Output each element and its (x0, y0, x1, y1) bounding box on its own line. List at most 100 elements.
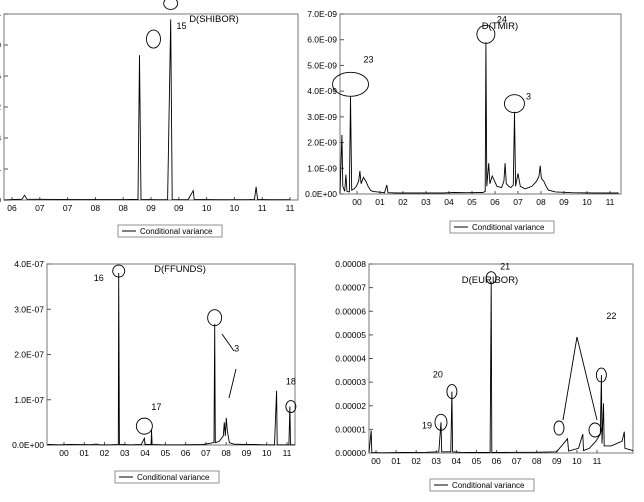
y-tick-label: 0.00008 (335, 259, 366, 269)
x-tick-label: 07 (35, 203, 45, 213)
x-tick-label: 03 (421, 197, 431, 207)
annotation-connector (221, 333, 235, 352)
x-tick-label: 00 (371, 456, 381, 466)
chart-title: D(TMIR) (482, 21, 518, 32)
y-tick-label: 0.00002 (335, 401, 366, 411)
chart-panel-4: 0.00000 0.00001 0.00002 0.00003 0.00004 0.000… (335, 259, 634, 492)
y-tick-label: 0.00003 (335, 377, 366, 387)
x-tick-label: 11 (593, 456, 602, 466)
y-tick-label: 0.00000 (335, 448, 366, 458)
chart-title: D(EURIBOR) (462, 275, 518, 286)
x-tick-label: 01 (375, 197, 385, 207)
annotation-label: 21 (500, 262, 510, 272)
annotation-circle (588, 422, 602, 438)
x-tick-label: 10 (202, 203, 212, 213)
annotation-circle (163, 0, 179, 10)
x-tick-label: 02 (100, 448, 110, 458)
series-line-1 (368, 281, 634, 454)
x-tick-label: 03 (432, 456, 442, 466)
annotation-connector (576, 336, 598, 421)
x-tick-label: 09 (552, 456, 562, 466)
annotation-circle (476, 24, 496, 44)
legend-box (429, 478, 535, 492)
x-tick-label: 11 (283, 448, 292, 458)
annotation-label: 20 (433, 370, 443, 380)
annotation-label: 17 (151, 402, 161, 412)
annotation-label: 3 (234, 344, 239, 354)
x-tick-label: 08 (118, 203, 128, 213)
plot-frame (3, 13, 299, 201)
y-tick-label: 3.0E-09 (307, 112, 337, 122)
x-tick-label: 08 (532, 456, 542, 466)
legend-box (449, 220, 555, 234)
x-tick-label: 02 (411, 456, 421, 466)
y-tick-label: 6.0E-09 (307, 35, 337, 45)
x-tick-label: 09 (559, 197, 569, 207)
x-tick-label: 07 (201, 448, 211, 458)
y-tick-label: 1.0E-09 (307, 163, 337, 173)
y-tick-label: 4.0E-09 (307, 86, 337, 96)
plot-frame (46, 263, 296, 446)
y-tick-label: .000008 (0, 133, 1, 143)
x-tick-label: 08 (91, 203, 101, 213)
x-tick-label: 05 (472, 456, 482, 466)
x-tick-label: 06 (181, 448, 191, 458)
plot-frame (339, 13, 622, 195)
annotation-label: 22 (606, 311, 616, 321)
x-tick-label: 01 (80, 448, 90, 458)
x-tick-label: 04 (140, 448, 150, 458)
annotation-label: 15 (176, 21, 186, 31)
y-tick-label: .000016 (0, 71, 1, 81)
y-tick-label: 0.00005 (335, 330, 366, 340)
y-tick-label: 5.0E-09 (307, 60, 337, 70)
x-tick-label: 09 (146, 203, 156, 213)
y-tick-label: 0.00007 (335, 283, 366, 293)
x-tick-label: 00 (59, 448, 69, 458)
y-tick-label: 0.0E+00 (12, 440, 44, 450)
annotation-circle (112, 264, 126, 278)
annotation-circle (504, 94, 525, 114)
annotation-circle (446, 384, 458, 400)
annotation-label: 24 (497, 14, 507, 24)
y-tick-label: 2.0E-09 (307, 138, 337, 148)
y-tick-label: 2.0E-07 (14, 350, 44, 360)
series-line-1 (46, 272, 295, 446)
y-tick-label: 0.0E+00 (305, 189, 337, 199)
x-tick-label: 01 (391, 456, 401, 466)
annotation-connector (562, 336, 578, 421)
y-tick-label: 3.0E-07 (14, 304, 44, 314)
x-tick-label: 05 (467, 197, 477, 207)
x-tick-label: 04 (452, 456, 462, 466)
y-tick-label: 4.0E-07 (14, 259, 44, 269)
x-tick-label: 03 (120, 448, 130, 458)
y-tick-label: .000012 (0, 102, 1, 112)
x-tick-label: 04 (444, 197, 454, 207)
x-tick-label: 06 (7, 203, 17, 213)
annotation-label: 23 (364, 54, 374, 64)
chart-title: D(SHIBOR) (189, 14, 239, 25)
x-tick-label: 10 (262, 448, 272, 458)
annotation-label: 19 (422, 420, 432, 430)
y-tick-label: .000004 (0, 164, 1, 174)
chart-panel-2: 0.0E+00 1.0E-09 2.0E-09 3.0E-09 4.0E-09 5.0E-… (305, 9, 622, 234)
legend-label: Conditional variance (452, 481, 525, 490)
x-tick-label: 09 (242, 448, 252, 458)
legend-box (117, 224, 223, 238)
x-tick-label: 05 (161, 448, 171, 458)
series-line-1 (339, 42, 619, 194)
x-tick-label: 00 (352, 197, 362, 207)
x-tick-label: 11 (258, 203, 267, 213)
annotation-circle (595, 367, 607, 383)
annotation-circle (146, 29, 161, 49)
x-tick-label: 08 (536, 197, 546, 207)
x-tick-label: 06 (492, 456, 502, 466)
annotation-circle (332, 71, 369, 97)
y-tick-label: 1.0E-07 (14, 395, 44, 405)
annotation-label: 3 (526, 92, 531, 102)
legend-label: Conditional variance (137, 473, 210, 482)
annotation-label: 18 (286, 377, 296, 387)
x-tick-label: 08 (221, 448, 231, 458)
x-tick-label: 10 (230, 203, 240, 213)
